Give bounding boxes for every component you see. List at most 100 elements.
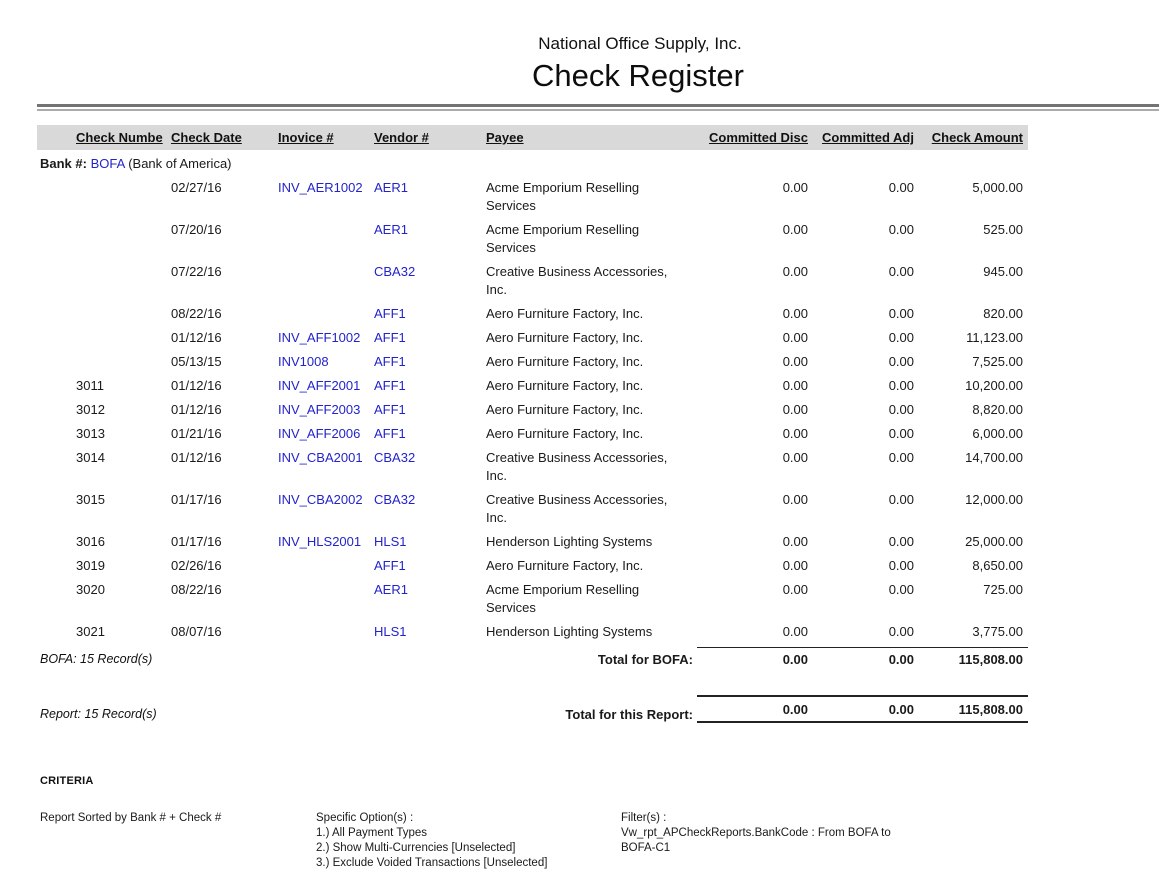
report-total-committed-adj: 0.00	[808, 695, 914, 723]
vendor-link[interactable]: HLS1	[374, 624, 407, 639]
vendor-link[interactable]: CBA32	[374, 492, 416, 507]
bank-group-header: Bank #: BOFA (Bank of America)	[37, 150, 1028, 179]
table-row: 3021 08/07/16 HLS1 Henderson Lighting Sy…	[37, 623, 1028, 647]
column-header-check-amount[interactable]: Check Amount	[931, 130, 1023, 145]
invoice-link[interactable]	[278, 305, 374, 329]
vendor-link[interactable]: AER1	[374, 222, 408, 237]
report-header: National Office Supply, Inc. Check Regis…	[0, 0, 1162, 104]
check-number-cell: 3020	[76, 582, 105, 597]
specific-options-title: Specific Option(s) :	[316, 812, 414, 824]
committed-adj-cell: 0.00	[888, 222, 914, 237]
check-amount-cell: 820.00	[983, 306, 1023, 321]
group-total-label: Total for BOFA:	[597, 652, 693, 667]
invoice-link[interactable]: INV_HLS2001	[278, 534, 362, 549]
vendor-link[interactable]: AFF1	[374, 330, 406, 345]
check-amount-cell: 25,000.00	[965, 534, 1023, 549]
criteria-heading: CRITERIA	[40, 775, 94, 787]
column-header-check-number[interactable]: Check Numbe	[76, 130, 163, 145]
column-header-invoice[interactable]: Inovice #	[278, 130, 334, 145]
column-header-committed-adj[interactable]: Committed Adj	[822, 130, 914, 145]
committed-adj-cell: 0.00	[888, 492, 914, 507]
table-row: 01/12/16 INV_AFF1002 AFF1 Aero Furniture…	[37, 329, 1028, 353]
committed-disc-cell: 0.00	[782, 534, 808, 549]
check-number-cell: 3021	[76, 624, 105, 639]
filters-title: Filter(s) :	[621, 812, 667, 824]
invoice-link[interactable]: INV1008	[278, 354, 329, 369]
check-date-cell: 08/22/16	[171, 306, 222, 321]
check-amount-cell: 14,700.00	[965, 450, 1023, 465]
check-date-cell: 08/22/16	[171, 582, 222, 597]
check-amount-cell: 12,000.00	[965, 492, 1023, 507]
group-total-committed-adj: 0.00	[808, 647, 914, 668]
check-date-cell: 01/12/16	[171, 402, 222, 417]
check-amount-cell: 7,525.00	[972, 354, 1023, 369]
vendor-link[interactable]: CBA32	[374, 264, 416, 279]
committed-adj-cell: 0.00	[888, 534, 914, 549]
group-total-committed-disc: 0.00	[697, 647, 808, 668]
bank-code-link[interactable]: BOFA	[90, 156, 125, 171]
check-number-cell: 3019	[76, 558, 105, 573]
vendor-link[interactable]: AFF1	[374, 354, 406, 369]
column-header-committed-disc[interactable]: Committed Disc	[709, 130, 808, 145]
payee-cell: Acme Emporium Reselling Services	[486, 222, 640, 255]
table-row: 3011 01/12/16 INV_AFF2001 AFF1 Aero Furn…	[37, 377, 1028, 401]
committed-adj-cell: 0.00	[888, 180, 914, 195]
criteria-specific-options: Specific Option(s) : 1.) All Payment Typ…	[316, 811, 621, 871]
table-rows: 02/27/16 INV_AER1002 AER1 Acme Emporium …	[37, 179, 1028, 647]
invoice-link[interactable]: INV_AFF1002	[278, 330, 361, 345]
check-date-cell: 07/22/16	[171, 264, 222, 279]
committed-disc-cell: 0.00	[782, 624, 808, 639]
check-number-cell: 3011	[76, 378, 104, 393]
table-row: 3013 01/21/16 INV_AFF2006 AFF1 Aero Furn…	[37, 425, 1028, 449]
committed-disc-cell: 0.00	[782, 378, 808, 393]
check-date-cell: 01/12/16	[171, 330, 222, 345]
vendor-link[interactable]: AFF1	[374, 402, 406, 417]
check-number-cell	[37, 179, 167, 221]
invoice-link[interactable]: INV_AER1002	[278, 180, 363, 195]
check-amount-cell: 8,820.00	[972, 402, 1023, 417]
committed-adj-cell: 0.00	[888, 306, 914, 321]
bank-name-text: (Bank of America)	[128, 156, 232, 171]
vendor-link[interactable]: AFF1	[374, 378, 406, 393]
invoice-link[interactable]	[278, 221, 374, 263]
column-header-check-date[interactable]: Check Date	[171, 130, 242, 145]
invoice-link[interactable]: INV_AFF2001	[278, 378, 361, 393]
payee-cell: Acme Emporium Reselling Services	[486, 582, 640, 615]
invoice-link[interactable]	[278, 581, 374, 623]
check-amount-cell: 525.00	[983, 222, 1023, 237]
column-header-vendor[interactable]: Vendor #	[374, 130, 429, 145]
vendor-link[interactable]: AFF1	[374, 426, 406, 441]
committed-adj-cell: 0.00	[888, 558, 914, 573]
vendor-link[interactable]: AFF1	[374, 306, 406, 321]
vendor-link[interactable]: AER1	[374, 180, 408, 195]
invoice-link[interactable]: INV_CBA2001	[278, 450, 363, 465]
invoice-link[interactable]	[278, 623, 374, 647]
group-total-check-amount: 115,808.00	[914, 647, 1028, 668]
committed-adj-cell: 0.00	[888, 582, 914, 597]
committed-adj-cell: 0.00	[888, 624, 914, 639]
filter-line-2: BOFA-C1	[621, 842, 671, 854]
vendor-link[interactable]: CBA32	[374, 450, 416, 465]
invoice-link[interactable]: INV_CBA2002	[278, 492, 363, 507]
vendor-link[interactable]: AER1	[374, 582, 408, 597]
check-amount-cell: 10,200.00	[965, 378, 1023, 393]
committed-adj-cell: 0.00	[888, 264, 914, 279]
check-number-cell: 3013	[76, 426, 105, 441]
invoice-link[interactable]	[278, 263, 374, 305]
column-header-payee[interactable]: Payee	[486, 130, 524, 145]
vendor-link[interactable]: AFF1	[374, 558, 406, 573]
group-total-row: BOFA: 15 Record(s) Total for BOFA: 0.00 …	[37, 647, 1028, 668]
table-row: 07/20/16 AER1 Acme Emporium Reselling Se…	[37, 221, 1028, 263]
invoice-link[interactable]	[278, 557, 374, 581]
vendor-link[interactable]: HLS1	[374, 534, 407, 549]
payee-cell: Aero Furniture Factory, Inc.	[486, 426, 644, 441]
company-name: National Office Supply, Inc.	[538, 34, 742, 53]
table-row: 08/22/16 AFF1 Aero Furniture Factory, In…	[37, 305, 1028, 329]
payee-cell: Creative Business Accessories, Inc.	[486, 492, 668, 525]
check-date-cell: 01/17/16	[171, 492, 222, 507]
invoice-link[interactable]: INV_AFF2003	[278, 402, 361, 417]
check-number-cell	[37, 329, 167, 353]
committed-adj-cell: 0.00	[888, 402, 914, 417]
invoice-link[interactable]: INV_AFF2006	[278, 426, 361, 441]
